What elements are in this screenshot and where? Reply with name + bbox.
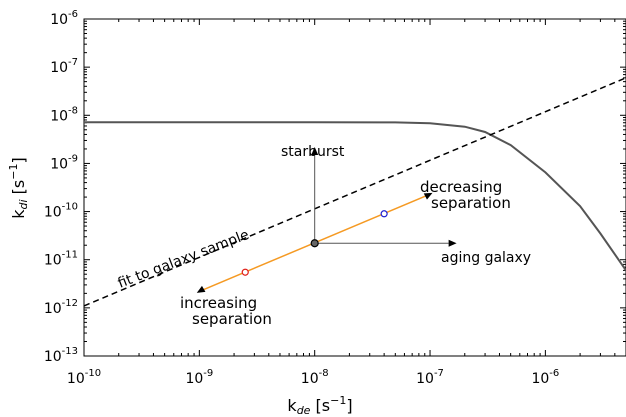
arrow-starburst (311, 146, 319, 244)
annotation-increasing-separation: separation (192, 310, 272, 328)
y-axis-label: kdi [s−1] (7, 157, 30, 218)
axis-tick-labels: 10-10 10-9 10-8 10-7 10-6 10-13 10-12 10-11 10-1… (44, 9, 559, 387)
y-tick-label: 10-13 (44, 346, 78, 365)
x-tick-label: 10-7 (416, 368, 444, 387)
point-increasing-separation (241, 268, 249, 276)
axis-ticks (83, 18, 626, 357)
annotation-increasing: increasing (180, 294, 257, 312)
annotation-starburst: starburst (281, 144, 345, 160)
x-tick-label: 10-10 (67, 368, 101, 387)
y-tick-label: 10-6 (50, 9, 78, 28)
y-tick-label: 10-12 (44, 298, 78, 317)
annotation-aging-galaxy: aging galaxy (441, 250, 531, 266)
y-tick-label: 10-11 (44, 250, 78, 269)
x-tick-label: 10-9 (185, 368, 213, 387)
point-group (241, 210, 388, 276)
arrow-aging-galaxy (314, 239, 457, 247)
arrow-head (311, 146, 319, 155)
x-axis-label: kde [s−1] (287, 394, 352, 417)
arrow-head (196, 285, 206, 293)
series-fit-line (83, 77, 626, 307)
plot-frame (83, 18, 626, 357)
arrow-decreasing-head (423, 192, 433, 200)
arrow-increasing-head (196, 285, 206, 293)
y-tick-label: 10-9 (50, 153, 78, 172)
annotation-fit-to-galaxy-sample: fit to galaxy sample (116, 227, 252, 292)
arrow-head (423, 192, 433, 200)
x-tick-label: 10-6 (531, 368, 559, 387)
series-saturation-curve (84, 121, 626, 271)
annotation-decreasing: decreasing (420, 178, 502, 196)
y-tick-label: 10-8 (50, 105, 78, 124)
point-current-galaxy (310, 239, 319, 248)
y-tick-label: 10-10 (44, 202, 78, 221)
annotation-decreasing-separation: separation (431, 194, 511, 212)
arrow-head (448, 239, 457, 247)
arrow-group (196, 146, 457, 293)
y-tick-label: 10-7 (50, 57, 78, 76)
x-tick-label: 10-8 (301, 368, 329, 387)
point-decreasing-separation (380, 210, 388, 218)
